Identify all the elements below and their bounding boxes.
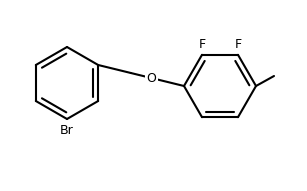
Text: F: F <box>235 38 242 51</box>
Text: Br: Br <box>60 124 74 137</box>
Text: F: F <box>198 38 206 51</box>
Text: O: O <box>146 71 156 85</box>
